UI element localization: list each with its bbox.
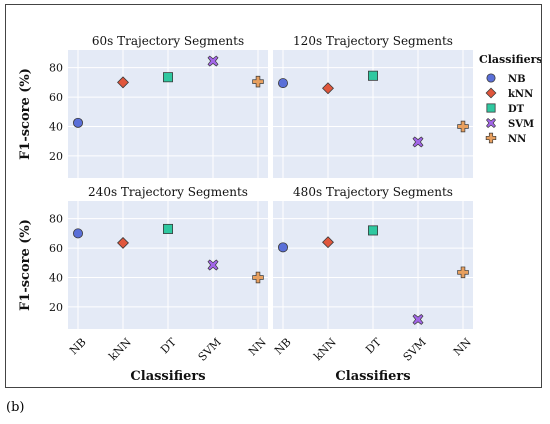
y-tick-label: 80: [49, 213, 63, 226]
legend-marker-svm: [486, 118, 496, 128]
point-nb: [277, 78, 288, 89]
y-tick-label: 80: [49, 62, 63, 75]
subplot-1: 60s Trajectory Segments 20 40 60 80: [49, 34, 268, 178]
x-tick-label: NN: [451, 335, 474, 358]
legend-title: Classifiers: [479, 53, 541, 66]
subplot-2: 120s Trajectory Segments: [273, 34, 473, 178]
legend-label: SVM: [508, 119, 534, 130]
x-tick-label: SVM: [196, 336, 224, 364]
point-knn: [322, 236, 334, 249]
point-dt: [162, 72, 173, 83]
figure-panel-label: (b): [6, 400, 25, 415]
legend-marker-nb: [486, 73, 496, 83]
chart-figure: 60s Trajectory Segments 20 40 60 80 120s Traj…: [18, 34, 543, 384]
point-svm: [207, 55, 219, 67]
point-knn: [117, 76, 129, 89]
x-tick-label: kNN: [311, 335, 339, 363]
x-tick-label: DT: [363, 335, 384, 356]
point-nb: [277, 242, 288, 253]
x-tick-label: SVM: [401, 336, 429, 364]
point-nn: [252, 75, 264, 88]
subplot-title: 240s Trajectory Segments: [88, 185, 248, 199]
point-dt: [367, 225, 378, 236]
x-tick-label: kNN: [106, 335, 134, 363]
x-tick-label: NB: [67, 336, 89, 358]
x-tick-label: NB: [272, 336, 294, 358]
point-svm: [412, 313, 424, 325]
legend-label: NN: [508, 134, 526, 145]
y-tick-label: 40: [49, 121, 63, 134]
y-axis-label: F1-score (%): [18, 68, 33, 160]
subplot-title: 60s Trajectory Segments: [92, 34, 244, 48]
x-tick-label: DT: [158, 335, 179, 356]
legend-label: kNN: [508, 89, 533, 100]
subplot-title: 120s Trajectory Segments: [293, 34, 453, 48]
subplot-title: 480s Trajectory Segments: [293, 185, 453, 199]
point-nn: [252, 271, 264, 284]
point-dt: [162, 223, 173, 234]
y-tick-label: 60: [49, 91, 63, 104]
subplot-4: 480s Trajectory Segments NB kNN DT SVM NN: [272, 185, 474, 364]
legend: Classifiers NB kNN DT SVM NN: [479, 53, 543, 145]
point-svm: [412, 136, 424, 148]
legend-marker-nn: [485, 132, 497, 144]
figure-frame: 60s Trajectory Segments 20 40 60 80 120s Traj…: [5, 4, 543, 388]
point-nn: [457, 266, 469, 279]
x-tick-label: NN: [246, 335, 269, 358]
point-svm: [207, 259, 219, 271]
legend-label: NB: [508, 74, 526, 85]
x-axis-label: Classifiers: [335, 369, 410, 384]
point-nb: [73, 117, 84, 128]
subplot-3: 240s Trajectory Segments 20 40 60 80 NB kNN DT S…: [49, 185, 269, 364]
point-dt: [367, 70, 378, 81]
legend-label: DT: [508, 104, 525, 115]
legend-marker-dt: [486, 103, 496, 113]
y-tick-label: 60: [49, 242, 63, 255]
point-knn: [322, 82, 334, 95]
legend-marker-knn: [485, 87, 497, 99]
point-nn: [457, 120, 469, 133]
point-nb: [73, 228, 84, 239]
y-tick-label: 20: [49, 301, 63, 314]
y-tick-label: 20: [49, 150, 63, 163]
y-tick-label: 40: [49, 272, 63, 285]
y-axis-label: F1-score (%): [18, 219, 33, 311]
x-axis-label: Classifiers: [130, 369, 205, 384]
point-knn: [117, 236, 129, 249]
